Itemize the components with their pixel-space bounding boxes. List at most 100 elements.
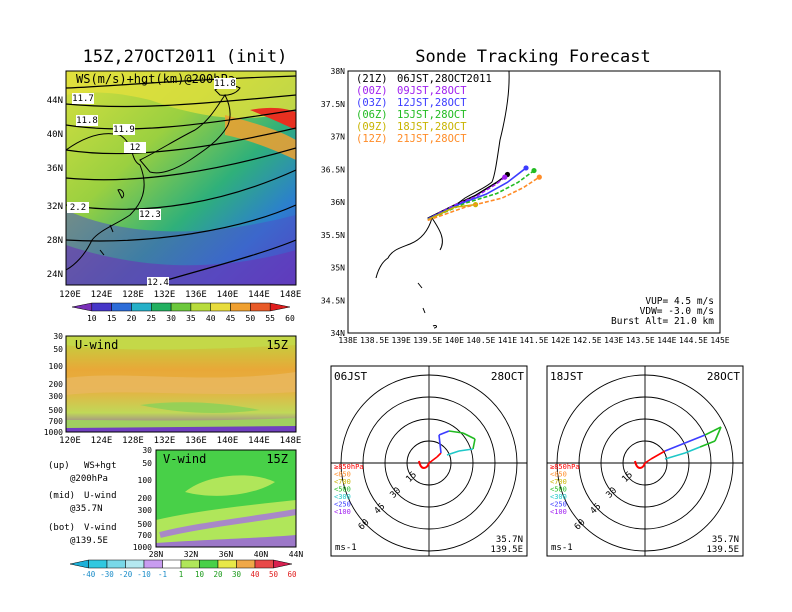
contour-label-bg bbox=[72, 93, 94, 104]
lon-tick-label: 140E bbox=[445, 336, 464, 345]
lon-tick-label: 140E bbox=[217, 290, 239, 300]
right-title: Sonde Tracking Forecast bbox=[415, 47, 650, 67]
track-endpoint bbox=[536, 174, 542, 180]
colorbar-tick: 25 bbox=[146, 314, 156, 323]
hodograph-segment bbox=[664, 452, 686, 460]
track-endpoint bbox=[531, 167, 537, 174]
lon-tick-label: 141.5E bbox=[520, 336, 549, 345]
colorbar-tick: 35 bbox=[186, 314, 196, 323]
colorbar-tick: 30 bbox=[232, 570, 242, 579]
lon-tick-label: 124E bbox=[91, 436, 113, 446]
track-launch-label: (09Z) bbox=[356, 121, 388, 133]
hodograph-segment bbox=[650, 450, 666, 460]
level-label: <700 bbox=[334, 478, 351, 486]
lat-tick-label: 28N bbox=[149, 550, 164, 559]
lon-tick-label: 120E bbox=[59, 290, 81, 300]
lon-tick-label: 144E bbox=[248, 436, 270, 446]
hodograph-unit: ms-1 bbox=[551, 543, 573, 553]
colorbar-tick: -20 bbox=[119, 570, 133, 579]
lat-tick-label: 28N bbox=[47, 236, 63, 246]
contour-label: 11.8 bbox=[214, 79, 236, 89]
colorbar-swatch bbox=[69, 559, 89, 569]
track-endpoint bbox=[523, 165, 529, 171]
pressure-tick: 30 bbox=[142, 446, 152, 455]
level-label: <300 bbox=[334, 493, 351, 501]
track-map-frame bbox=[347, 70, 721, 334]
hodograph-low-level bbox=[418, 460, 430, 469]
colorbar-tick: 50 bbox=[246, 314, 256, 323]
track-arrive-label: 18JST,28OCT bbox=[397, 121, 467, 133]
legend-key: (mid) bbox=[48, 491, 75, 501]
pressure-tick: 200 bbox=[138, 494, 153, 503]
pressure-tick: 500 bbox=[138, 520, 153, 529]
panel-legend: (up) WS+hgt @200hPa (mid) U-wind @35.7N (bot) V… bbox=[48, 461, 117, 546]
track-arrive-label: 12JST,28OCT bbox=[397, 97, 467, 109]
lat-tick-label: 36N bbox=[47, 164, 63, 174]
colorbar-swatch bbox=[190, 302, 211, 312]
lon-tick-label: 142E bbox=[551, 336, 570, 345]
map-lat-ticks: 44N 40N 36N 32N 28N 24N bbox=[47, 96, 63, 280]
contour-label: 11.7 bbox=[72, 94, 94, 104]
colorbar-tick: -10 bbox=[137, 570, 151, 579]
track-launch-label: (03Z) bbox=[356, 97, 388, 109]
legend-value: U-wind bbox=[84, 491, 117, 501]
colorbar-tick: 20 bbox=[213, 570, 223, 579]
lon-tick-label: 128E bbox=[122, 290, 144, 300]
hodograph-segment bbox=[714, 426, 722, 442]
colorbar-tick: 60 bbox=[287, 570, 297, 579]
track-lat-ticks: 38N 37.5N 37N 36.5N 36N 35.5N 35N 34.5N 34N bbox=[321, 67, 345, 338]
lon-tick-label: 148E bbox=[280, 290, 302, 300]
lon-tick-label: 142.5E bbox=[573, 336, 602, 345]
lon-tick-label: 138.5E bbox=[360, 336, 389, 345]
v-wind-title: V-wind bbox=[163, 452, 206, 466]
lon-tick-label: 144E bbox=[657, 336, 676, 345]
pressure-tick: 300 bbox=[49, 392, 64, 401]
colorbar-swatch bbox=[254, 559, 274, 569]
lat-tick-label: 40N bbox=[254, 550, 269, 559]
lat-tick-label: 36N bbox=[219, 550, 234, 559]
track-line bbox=[427, 176, 540, 222]
legend-key: (bot) bbox=[48, 523, 75, 533]
colorbar-tick: 10 bbox=[195, 570, 205, 579]
pressure-tick: 1000 bbox=[44, 428, 63, 437]
colorbar-swatch bbox=[273, 559, 293, 569]
colorbar-tick: 30 bbox=[166, 314, 176, 323]
colorbar-swatch bbox=[71, 302, 93, 312]
hodograph-lon: 139.5E bbox=[490, 545, 523, 555]
lat-tick-label: 32N bbox=[184, 550, 199, 559]
hodograph-lat: 35.7N bbox=[712, 535, 739, 545]
colorbar-swatch bbox=[170, 302, 192, 312]
ws-map-label: WS(m/s)+hgt(km)@200hPa bbox=[76, 72, 235, 86]
hodograph-segment bbox=[458, 448, 474, 452]
lon-tick-label: 140E bbox=[217, 436, 239, 446]
level-label: <250 bbox=[334, 501, 351, 509]
track-launch-label: (21Z) bbox=[356, 73, 388, 85]
hodograph-lat: 35.7N bbox=[496, 535, 523, 545]
legend-value: @35.7N bbox=[70, 504, 103, 514]
track-arrive-label: 09JST,28OCT bbox=[397, 85, 467, 97]
hodograph-segment bbox=[644, 458, 652, 464]
hodograph-segment bbox=[704, 426, 722, 436]
lat-tick-label: 32N bbox=[47, 202, 63, 212]
hodograph-date: 28OCT bbox=[491, 370, 524, 383]
lon-tick-label: 136E bbox=[185, 436, 207, 446]
u-lon-ticks: 120E 124E 128E 132E 136E 140E 144E 148E bbox=[59, 436, 301, 446]
lat-tick-label: 34.5N bbox=[321, 296, 345, 305]
hodograph-low-level bbox=[634, 460, 646, 469]
ws-colorbar: 10 15 20 25 30 35 40 45 50 55 60 bbox=[71, 302, 295, 323]
hodograph-date: 28OCT bbox=[707, 370, 740, 383]
u-wind-panel bbox=[65, 335, 297, 433]
colorbar-swatch bbox=[88, 559, 108, 569]
lat-tick-label: 44N bbox=[47, 96, 63, 106]
lon-tick-label: 132E bbox=[154, 290, 176, 300]
lat-tick-label: 40N bbox=[47, 130, 63, 140]
hodograph-segment bbox=[664, 442, 686, 452]
contour-label-bg bbox=[147, 277, 169, 288]
ws-map bbox=[66, 71, 296, 285]
pressure-tick: 700 bbox=[49, 417, 64, 426]
lat-tick-label: 24N bbox=[47, 270, 63, 280]
colorbar-tick: 45 bbox=[226, 314, 236, 323]
